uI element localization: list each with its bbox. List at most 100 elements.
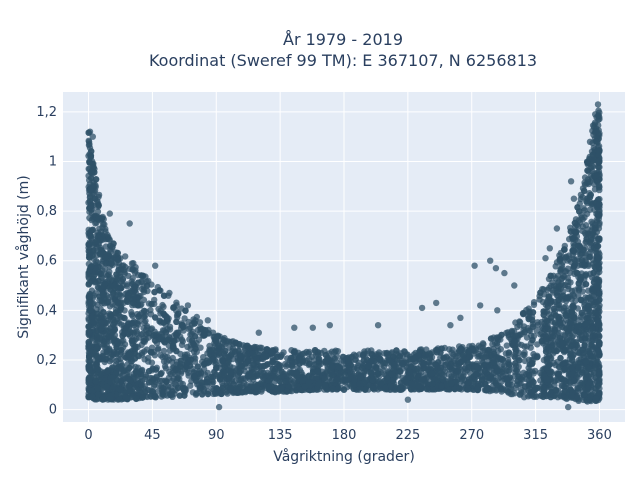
scatter-point [88, 287, 96, 294]
scatter-point [346, 381, 353, 388]
scatter-point [122, 253, 129, 260]
scatter-point [583, 315, 590, 322]
scatter-point [339, 353, 347, 361]
scatter-point [493, 354, 501, 361]
scatter-point [260, 374, 267, 381]
scatter-point [594, 211, 601, 218]
scatter-point [580, 391, 588, 398]
scatter-point [472, 370, 480, 378]
scatter-point [105, 333, 112, 340]
scatter-point [179, 338, 186, 345]
scatter-point [580, 396, 587, 404]
scatter-point [132, 395, 139, 402]
scatter-point [107, 325, 114, 332]
scatter-point [407, 363, 415, 370]
scatter-point [89, 226, 97, 233]
scatter-point [587, 392, 594, 400]
scatter-point [595, 122, 602, 129]
scatter-point [509, 390, 516, 398]
scatter-point [339, 377, 346, 384]
scatter-point [160, 310, 167, 317]
scatter-point [596, 369, 603, 376]
scatter-point [210, 374, 217, 381]
scatter-point [596, 385, 603, 392]
scatter-point [150, 332, 157, 339]
scatter-point [556, 283, 563, 290]
scatter-point [315, 357, 322, 364]
scatter-point [148, 344, 156, 351]
scatter-point [568, 370, 576, 378]
scatter-point [118, 292, 125, 300]
scatter-point [359, 364, 366, 372]
scatter-point [179, 385, 186, 392]
scatter-point [596, 302, 603, 309]
scatter-point [550, 289, 557, 296]
scatter-point [583, 210, 591, 217]
scatter-point [85, 292, 93, 300]
scatter-point [494, 367, 501, 374]
scatter-point [575, 287, 583, 294]
scatter-point [166, 368, 173, 376]
scatter-point [221, 363, 228, 370]
scatter-point [232, 339, 239, 346]
scatter-point [86, 186, 94, 193]
scatter-point [588, 341, 595, 348]
scatter-point [511, 338, 519, 345]
scatter-point [577, 251, 584, 258]
scatter-point [301, 383, 309, 390]
scatter-point [472, 362, 479, 369]
scatter-point [449, 346, 456, 353]
scatter-point [544, 303, 552, 310]
scatter-point [557, 354, 564, 362]
scatter-point [189, 389, 197, 396]
scatter-point [587, 191, 594, 199]
scatter-point [94, 216, 102, 223]
scatter-point [134, 301, 142, 309]
scatter-point [147, 306, 154, 314]
scatter-point [578, 309, 585, 317]
scatter-point [592, 138, 600, 145]
scatter-point [90, 319, 97, 326]
scatter-point [558, 265, 566, 272]
scatter-point [321, 374, 328, 382]
scatter-point [451, 385, 458, 393]
scatter-point [95, 202, 102, 209]
scatter-point [177, 357, 185, 364]
scatter-point [244, 351, 251, 358]
scatter-point [574, 204, 581, 211]
scatter-point [123, 297, 130, 304]
scatter-point [396, 353, 403, 360]
scatter-point [138, 351, 146, 358]
scatter-point [105, 271, 112, 278]
scatter-point [194, 363, 201, 370]
scatter-point [151, 288, 158, 296]
scatter-point [534, 341, 541, 348]
scatter-point [245, 372, 252, 380]
scatter-point [176, 375, 183, 383]
scatter-point [365, 381, 372, 389]
scatter-point [175, 310, 182, 317]
scatter-point [570, 247, 578, 255]
scatter-point [160, 292, 168, 299]
scatter-point [573, 256, 581, 263]
data-points [85, 101, 603, 411]
scatter-point [140, 313, 148, 321]
scatter-point [403, 379, 410, 386]
scatter-point [448, 355, 455, 362]
scatter-point [100, 309, 107, 316]
scatter-point [515, 373, 522, 380]
scatter-point [590, 279, 598, 286]
scatter-point [99, 224, 106, 231]
scatter-point [96, 335, 103, 343]
scatter-point [580, 246, 587, 253]
scatter-point [529, 360, 536, 367]
scatter-point [569, 302, 576, 310]
scatter-point [407, 385, 415, 393]
scatter-point [143, 323, 151, 330]
scatter-point [548, 330, 555, 337]
scatter-point [114, 340, 122, 347]
scatter-point [267, 375, 274, 382]
scatter-point [546, 361, 553, 369]
scatter-point [552, 376, 560, 383]
scatter-point [135, 387, 143, 395]
